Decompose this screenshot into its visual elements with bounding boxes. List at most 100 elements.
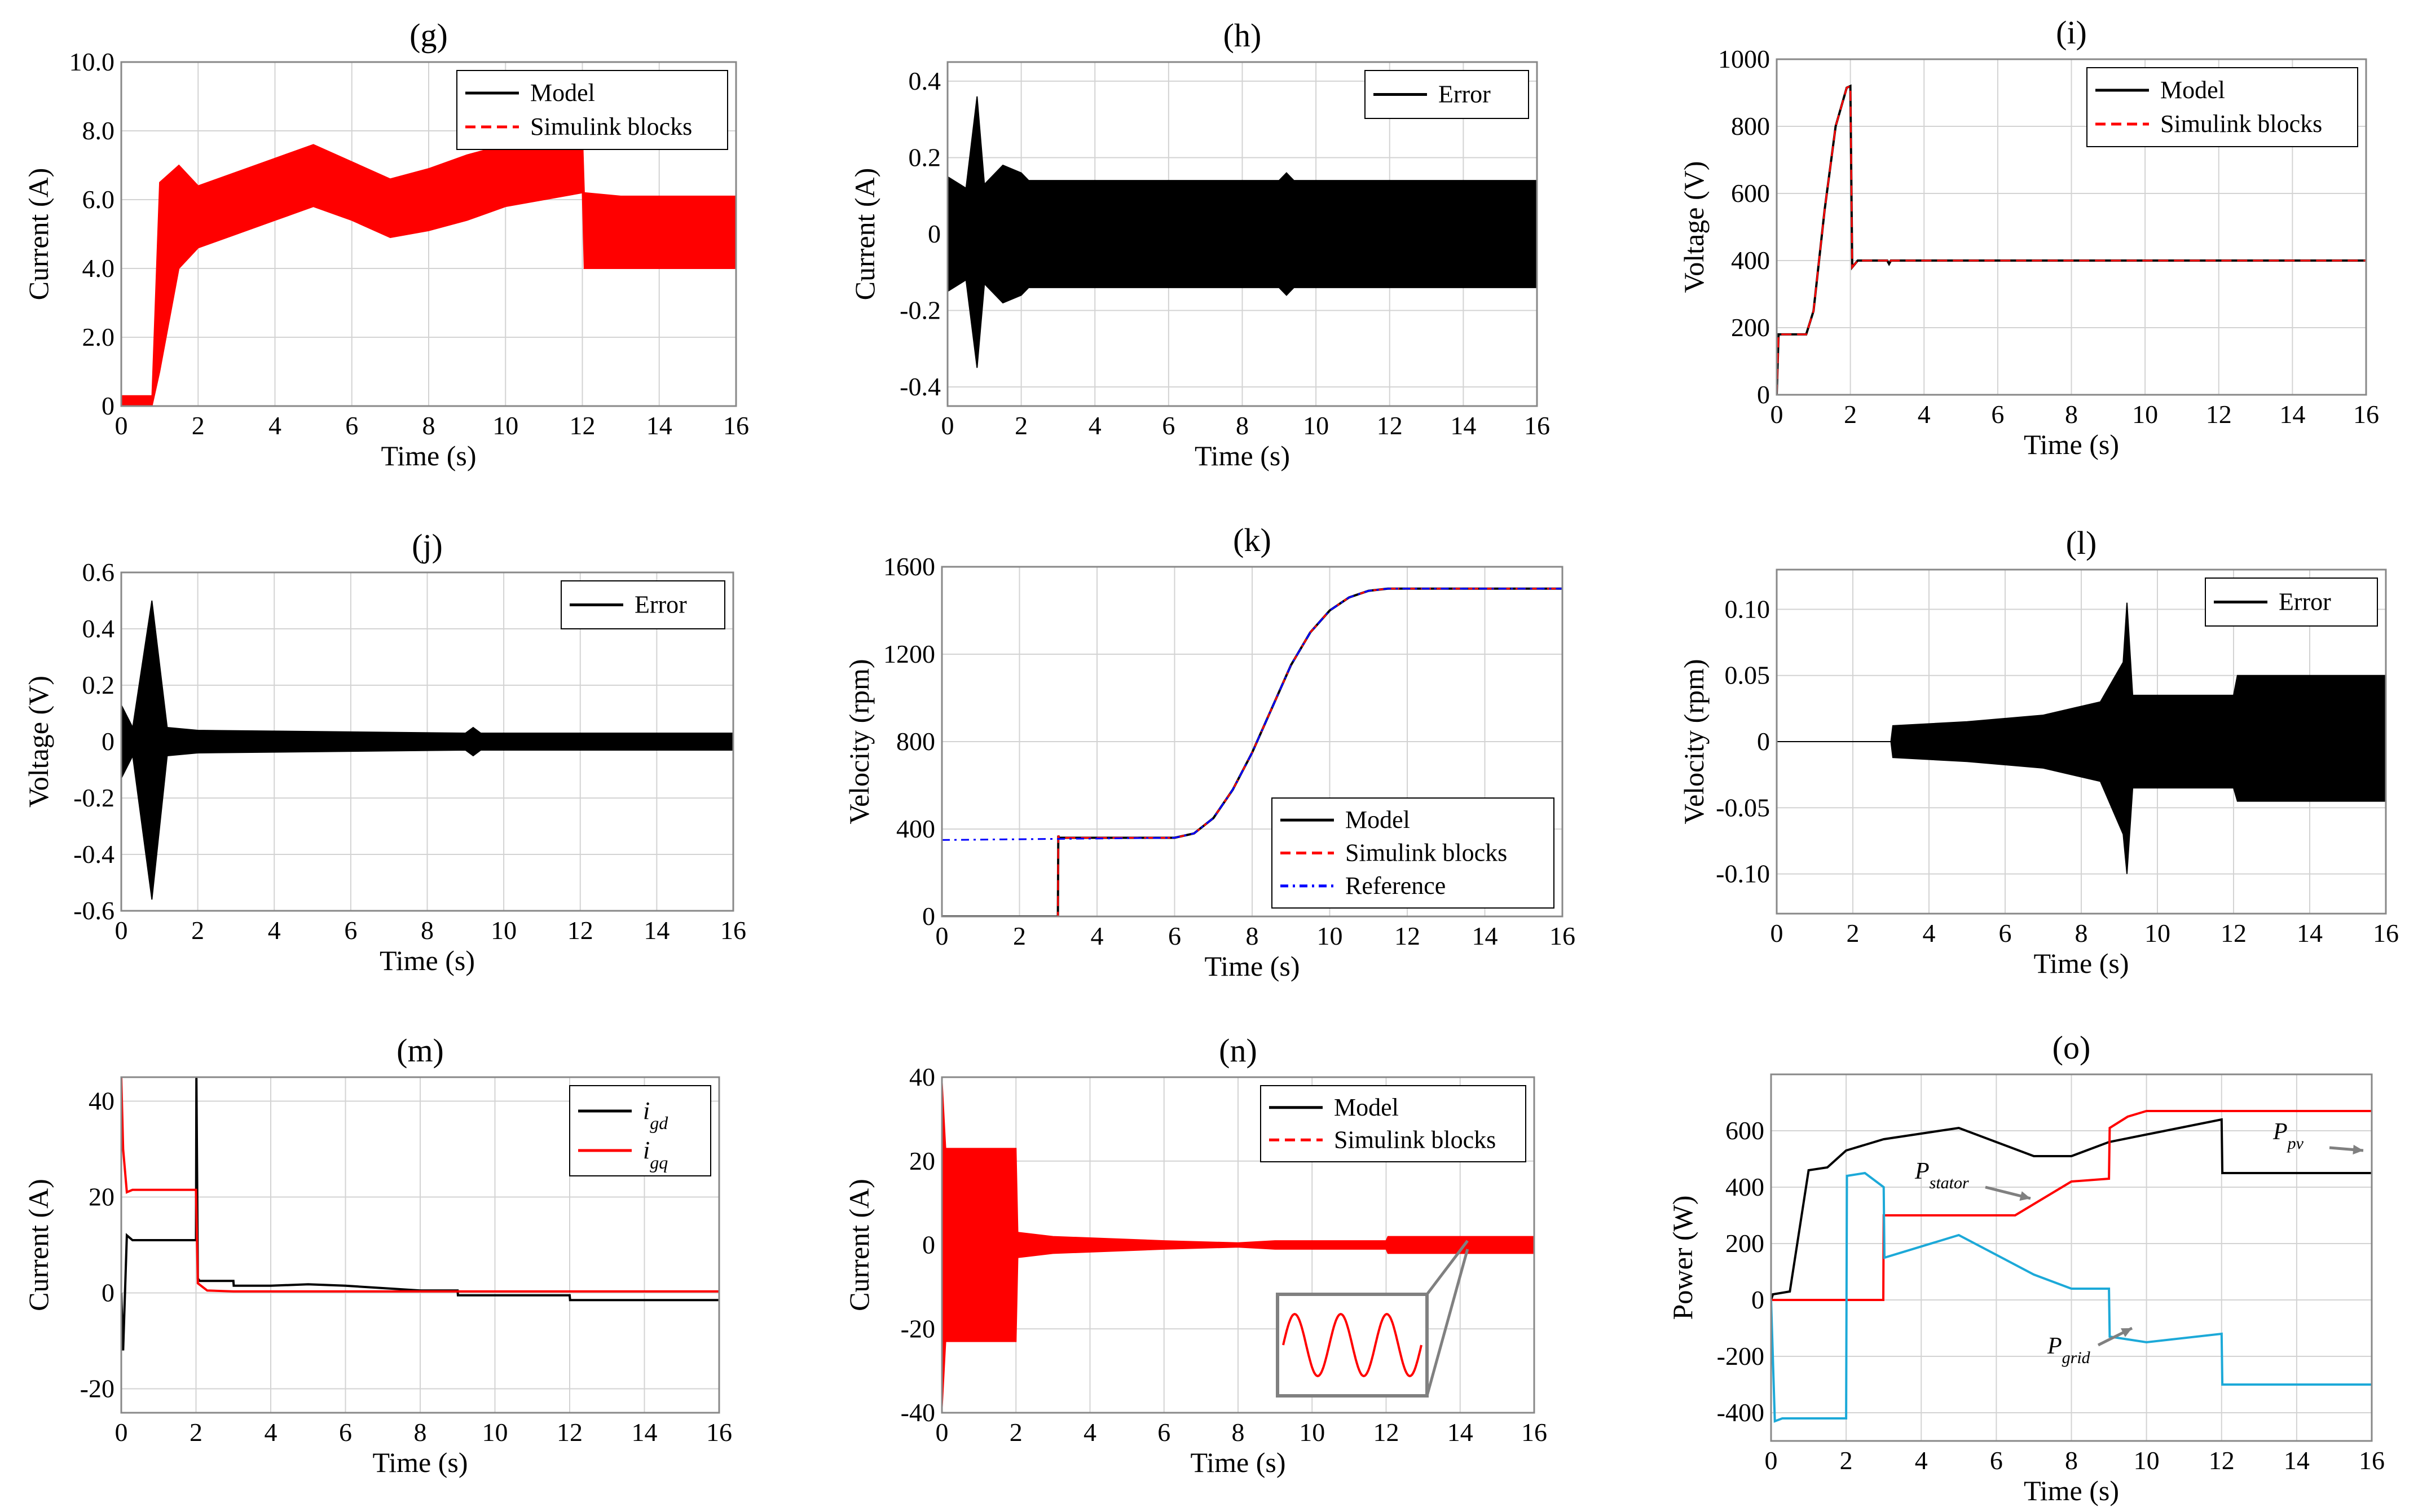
x-axis-label: Time (s) bbox=[380, 945, 475, 976]
legend-label: Error bbox=[2279, 588, 2331, 616]
x-tick-label: 10 bbox=[492, 411, 518, 440]
legend-label: Error bbox=[635, 591, 687, 619]
x-tick-label: 12 bbox=[2221, 919, 2247, 947]
y-tick-label: 400 bbox=[1731, 246, 1770, 275]
series-envelope bbox=[1777, 602, 2386, 874]
chart-i: (i) 0 2 4 6 8 10 12 14 16 0 200 400 600 800 1000 Time (s… bbox=[1678, 14, 2379, 460]
x-tick-label: 0 bbox=[115, 916, 128, 945]
y-tick-label: 6.0 bbox=[82, 185, 115, 214]
x-axis-label: Time (s) bbox=[1190, 1447, 1285, 1478]
x-tick-label: 12 bbox=[570, 411, 596, 440]
x-tick-label: 16 bbox=[723, 411, 749, 440]
plot-frame bbox=[941, 566, 1563, 918]
chart-n: (n) 0 2 4 6 8 10 12 14 16 -40 -20 0 20 40 Time (s) Curre… bbox=[843, 1032, 1547, 1478]
y-axis-label: Current (A) bbox=[843, 1179, 875, 1311]
chart-h: (h) 0 2 4 6 8 10 12 14 16 -0.4 -0.2 0 0.2 0.4 Time (s) C… bbox=[849, 17, 1550, 471]
x-tick-label: 0 bbox=[941, 411, 954, 440]
annotation-label: Ppv bbox=[2272, 1119, 2304, 1153]
y-axis-label: Current (A) bbox=[23, 168, 54, 301]
series-envelope bbox=[121, 130, 736, 406]
x-tick-label: 14 bbox=[2279, 400, 2305, 429]
legend-label: Simulink blocks bbox=[2160, 110, 2322, 138]
y-tick-label: 40 bbox=[909, 1063, 935, 1091]
plot-area bbox=[942, 1077, 1534, 1413]
x-axis-label: Time (s) bbox=[2024, 429, 2119, 460]
x-tick-label: 2 bbox=[1013, 922, 1026, 950]
x-tick-label: 4 bbox=[268, 411, 281, 440]
x-tick-label: 10 bbox=[491, 916, 517, 945]
x-tick-label: 8 bbox=[1236, 411, 1249, 440]
y-tick-label: -200 bbox=[1717, 1342, 1764, 1370]
y-tick-label: -0.4 bbox=[900, 372, 941, 401]
x-tick-label: 8 bbox=[1246, 922, 1259, 950]
y-tick-label: 2.0 bbox=[82, 323, 115, 351]
y-tick-label: 0.4 bbox=[909, 67, 941, 95]
x-tick-label: 0 bbox=[936, 922, 949, 950]
x-tick-label: 0 bbox=[115, 1418, 128, 1447]
y-tick-label: 0 bbox=[102, 727, 114, 756]
series-line bbox=[1777, 85, 2366, 395]
y-tick-label: 0 bbox=[922, 902, 935, 931]
y-axis-label: Velocity (rpm) bbox=[843, 659, 875, 825]
x-axis-label: Time (s) bbox=[372, 1447, 468, 1478]
x-tick-label: 10 bbox=[482, 1418, 508, 1447]
x-tick-label: 6 bbox=[1991, 400, 2004, 429]
y-tick-label: -0.2 bbox=[73, 783, 114, 812]
plot-frame bbox=[1776, 58, 2367, 396]
x-tick-label: 0 bbox=[1770, 400, 1783, 429]
x-tick-label: 2 bbox=[1010, 1418, 1023, 1447]
x-tick-label: 8 bbox=[421, 916, 434, 945]
y-tick-label: 200 bbox=[1731, 313, 1770, 342]
x-tick-label: 10 bbox=[2134, 1446, 2160, 1475]
plot-frame bbox=[120, 571, 734, 912]
x-tick-label: 6 bbox=[345, 411, 358, 440]
x-tick-label: 8 bbox=[2065, 1446, 2078, 1475]
x-tick-label: 12 bbox=[1394, 922, 1420, 950]
legend-label: Model bbox=[1345, 806, 1410, 834]
y-tick-label: 1000 bbox=[1718, 45, 1770, 73]
y-tick-label: 1200 bbox=[883, 640, 935, 668]
x-tick-label: 2 bbox=[191, 916, 204, 945]
y-tick-label: 0 bbox=[1751, 1285, 1764, 1314]
legend: Error bbox=[1364, 70, 1529, 119]
x-tick-label: 12 bbox=[1377, 411, 1403, 440]
chart-g: (g) 0 2 4 6 8 10 12 14 16 0 2.0 4.0 6.0 8.0 10.0 Time (s… bbox=[23, 17, 749, 471]
y-tick-label: -20 bbox=[901, 1314, 935, 1343]
x-tick-label: 6 bbox=[339, 1418, 352, 1447]
x-tick-label: 16 bbox=[1521, 1418, 1547, 1447]
x-axis-label: Time (s) bbox=[2024, 1475, 2119, 1506]
y-axis-label: Current (A) bbox=[23, 1179, 54, 1311]
legend-label: Simulink blocks bbox=[1345, 839, 1507, 867]
x-tick-label: 8 bbox=[1232, 1418, 1245, 1447]
x-tick-label: 4 bbox=[1918, 400, 1931, 429]
x-tick-label: 16 bbox=[2359, 1446, 2385, 1475]
y-tick-label: 10.0 bbox=[69, 47, 115, 76]
y-tick-label: 4.0 bbox=[82, 254, 115, 283]
plot-area bbox=[1777, 84, 2366, 395]
x-axis-label: Time (s) bbox=[1204, 950, 1300, 982]
x-tick-label: 6 bbox=[1999, 919, 2012, 947]
x-tick-label: 16 bbox=[1549, 922, 1575, 950]
x-tick-label: 14 bbox=[2284, 1446, 2310, 1475]
plot-area bbox=[942, 587, 1562, 916]
y-tick-label: 0.6 bbox=[82, 558, 115, 587]
x-tick-label: 8 bbox=[422, 411, 435, 440]
series-line bbox=[121, 1077, 719, 1351]
y-tick-label: 800 bbox=[896, 727, 935, 756]
y-tick-label: 0 bbox=[102, 1279, 114, 1307]
y-tick-label: -400 bbox=[1717, 1398, 1764, 1427]
x-tick-label: 14 bbox=[644, 916, 670, 945]
y-tick-label: 400 bbox=[896, 814, 935, 843]
x-tick-label: 12 bbox=[2209, 1446, 2235, 1475]
legend-label: Reference bbox=[1345, 872, 1446, 900]
y-axis-label: Velocity (rpm) bbox=[1678, 659, 1710, 825]
annotation-arrowhead bbox=[2353, 1144, 2363, 1155]
y-tick-label: 0.4 bbox=[82, 614, 115, 643]
y-axis-label: Current (A) bbox=[849, 168, 880, 301]
x-tick-label: 12 bbox=[557, 1418, 583, 1447]
y-tick-label: 1600 bbox=[883, 552, 935, 581]
y-axis-label: Power (W) bbox=[1667, 1196, 1698, 1320]
chart-title: (h) bbox=[1223, 17, 1262, 54]
